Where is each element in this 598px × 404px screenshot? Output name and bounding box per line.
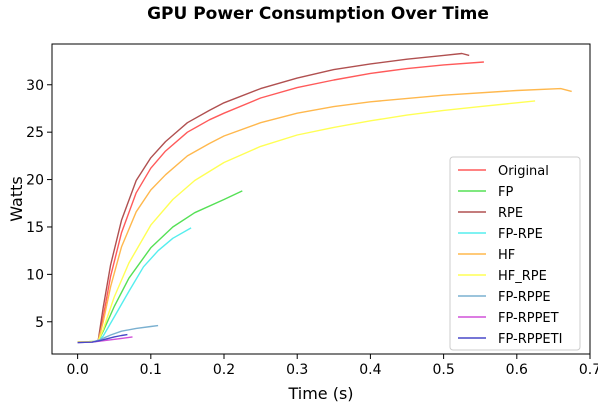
series-line-rpe	[77, 52, 470, 343]
y-tick-label: 20	[26, 173, 44, 189]
legend-box	[449, 156, 581, 351]
y-tick-label: 10	[26, 267, 44, 283]
y-axis-label: Watts	[7, 176, 26, 221]
legend-label-fp-rppe: FP-RPPE	[498, 290, 551, 305]
x-tick-label: 0.4	[359, 362, 381, 378]
legend: Original FP RPE FP-RPE HF HF_RPE FP-RPPE FP-RPP…	[449, 156, 581, 351]
chart-title: GPU Power Consumption Over Time	[147, 4, 489, 24]
x-tick-label: 0.1	[140, 362, 162, 378]
x-tick-label: 0.0	[66, 362, 88, 378]
legend-label-fp: FP	[498, 185, 513, 200]
legend-label-hf: HF	[498, 248, 515, 263]
y-tick-label: 15	[26, 220, 44, 236]
legend-label-fp-rppeti: FP-RPPETI	[498, 332, 562, 347]
plot-frame	[51, 43, 591, 355]
legend-label-hf-rpe: HF_RPE	[498, 269, 547, 284]
series-lines	[77, 52, 572, 344]
legend-label-fp-rpe: FP-RPE	[498, 227, 543, 242]
x-tick-label: 0.2	[213, 362, 235, 378]
y-axis: 5 10 15 20 25 30	[26, 78, 52, 331]
y-tick-label: 25	[26, 125, 44, 141]
x-tick-label: 0.3	[286, 362, 308, 378]
x-tick-label: 0.6	[506, 362, 528, 378]
x-axis-label: Time (s)	[287, 384, 353, 403]
series-line-original	[77, 61, 484, 343]
legend-label-original: Original	[498, 164, 549, 179]
y-tick-label: 30	[26, 78, 44, 94]
legend-label-rpe: RPE	[498, 206, 523, 221]
x-axis: 0.0 0.1 0.2 0.3 0.4 0.5 0.6 0.7	[66, 354, 598, 378]
series-line-fp-rppeti	[77, 333, 128, 344]
x-tick-label: 0.5	[432, 362, 454, 378]
series-line-hf-rpe	[77, 100, 536, 343]
series-line-hf	[77, 87, 572, 343]
series-line-fp-rpe	[77, 227, 192, 343]
y-tick-label: 5	[35, 315, 44, 331]
series-line-fp-rppe	[77, 324, 159, 344]
x-tick-label: 0.7	[579, 362, 598, 378]
legend-label-fp-rppet: FP-RPPET	[498, 311, 559, 326]
